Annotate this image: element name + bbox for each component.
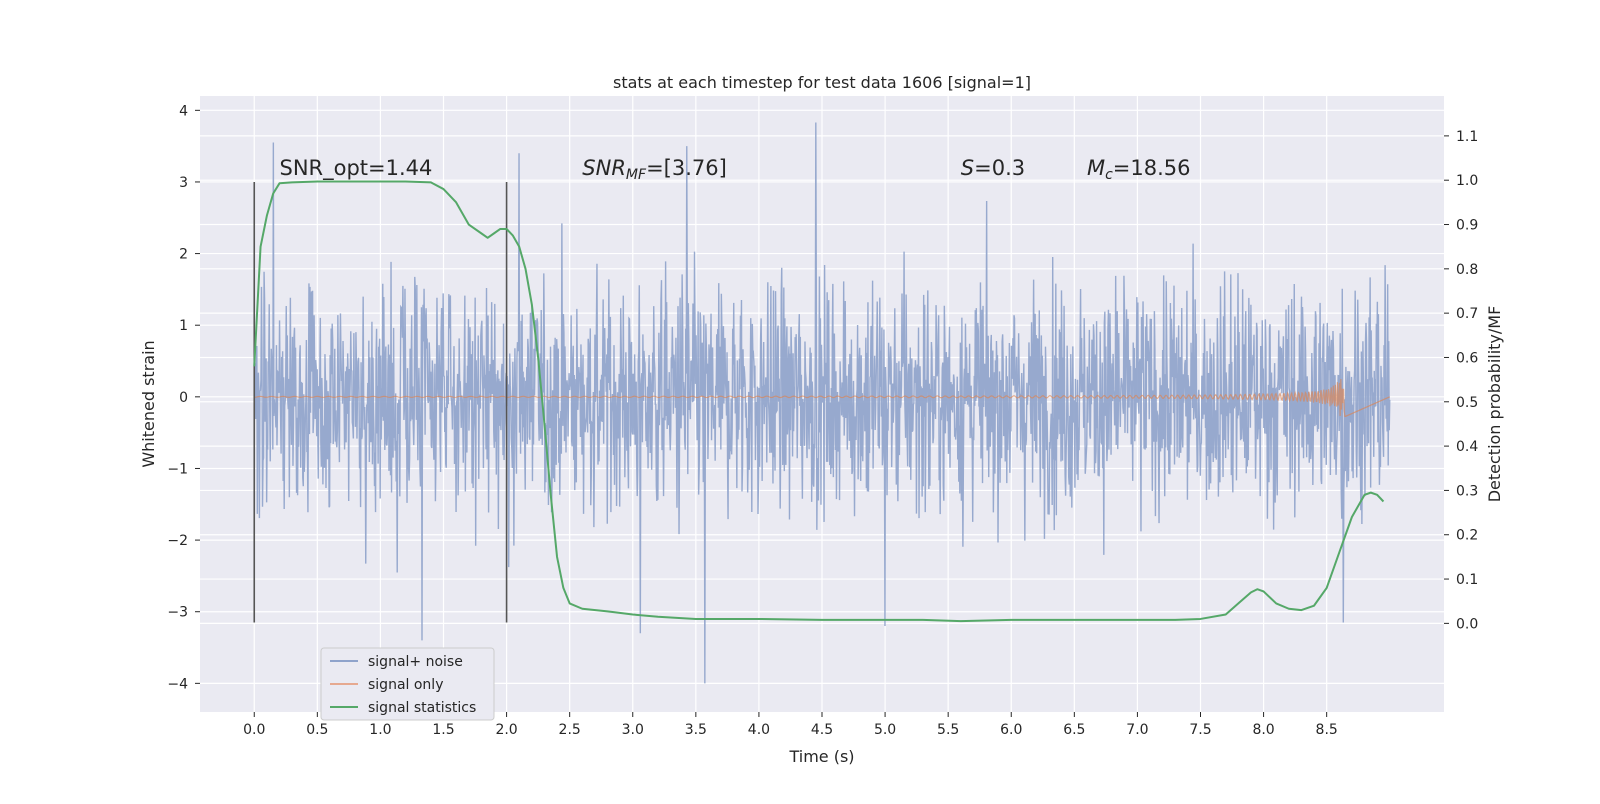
y-right-tick-label: 0.4: [1456, 439, 1478, 455]
x-tick-label: 4.5: [811, 722, 833, 738]
x-tick-label: 0.5: [306, 722, 328, 738]
y-tick-label: 3: [179, 175, 188, 191]
y-right-tick-label: 0.3: [1456, 483, 1478, 499]
y-tick-label: −4: [167, 676, 188, 692]
y-right-tick-label: 0.2: [1456, 528, 1478, 544]
x-tick-label: 4.0: [748, 722, 770, 738]
signal-statistics-series: [253, 180, 1385, 623]
x-tick-label: 2.0: [495, 722, 517, 738]
x-tick-label: 0.0: [243, 722, 265, 738]
signal-noise-line: [253, 122, 1391, 684]
x-tick-label: 6.0: [1000, 722, 1022, 738]
x-tick-label: 2.5: [559, 722, 581, 738]
legend-label-signal-noise: signal+ noise: [368, 654, 463, 670]
annotation-0: SNR_opt=1.44: [279, 156, 432, 181]
legend-label-signal-statistics: signal statistics: [368, 700, 476, 716]
y-tick-label: 0: [179, 390, 188, 406]
x-tick-label: 1.0: [369, 722, 391, 738]
y-right-tick-label: 0.7: [1456, 306, 1478, 322]
y-right-tick-label: 1.0: [1456, 173, 1478, 189]
y-tick-label: 1: [179, 318, 188, 334]
y-right-tick-label: 0.5: [1456, 395, 1478, 411]
annotation-1: SNRMF=[3.76]: [582, 156, 727, 183]
x-tick-label: 7.5: [1189, 722, 1211, 738]
x-tick-label: 3.0: [622, 722, 644, 738]
y-right-tick-label: 0.1: [1456, 572, 1478, 588]
annotation-3: Mc=18.56: [1087, 156, 1191, 183]
x-tick-label: 8.5: [1316, 722, 1338, 738]
signal-only-line: [254, 378, 1390, 417]
legend-box: [320, 647, 495, 721]
y-axis-right-label: Detection probability/MF: [1485, 306, 1504, 503]
signal-statistics-line: [253, 180, 1385, 623]
x-tick-label: 7.0: [1126, 722, 1148, 738]
y-tick-label: −1: [167, 461, 188, 477]
y-right-tick-label: 1.1: [1456, 129, 1478, 145]
y-right-tick-label: 0.6: [1456, 350, 1478, 366]
y-axis-label: Whitened strain: [139, 340, 158, 467]
y-right-tick-label: 0.9: [1456, 218, 1478, 234]
annotation-2: S=0.3: [961, 156, 1025, 180]
signal-noise-series: [253, 122, 1391, 684]
x-tick-label: 3.5: [685, 722, 707, 738]
marker-lines: [253, 181, 508, 623]
y-tick-label: −2: [167, 533, 188, 549]
legend-label-signal-only: signal only: [368, 677, 443, 693]
x-tick-label: 5.0: [874, 722, 896, 738]
axes-ticks: 0.0 0.5 1.0 1.5 2.0 2.5 3.0 3.5 4.0 4.5 5.0 5.5 6.0 6…: [167, 103, 1478, 738]
x-tick-label: 5.5: [937, 722, 959, 738]
y-right-tick-label: 0.8: [1456, 262, 1478, 278]
y-tick-label: −3: [167, 605, 188, 621]
x-tick-label: 8.0: [1252, 722, 1274, 738]
annotations: SNR_opt=1.44 SNRMF=[3.76] S=0.3 Mc=18.56: [279, 156, 1190, 183]
y-right-tick-label: 0.0: [1456, 616, 1478, 632]
chart-title: stats at each timestep for test data 160…: [613, 73, 1031, 92]
x-tick-label: 6.5: [1063, 722, 1085, 738]
x-tick-label: 1.5: [432, 722, 454, 738]
y-tick-label: 2: [179, 247, 188, 263]
y-tick-label: 4: [179, 103, 188, 119]
signal-only-series: [254, 378, 1390, 417]
legend: signal+ noise signal only signal statist…: [320, 647, 495, 721]
x-axis-label: Time (s): [788, 747, 854, 766]
